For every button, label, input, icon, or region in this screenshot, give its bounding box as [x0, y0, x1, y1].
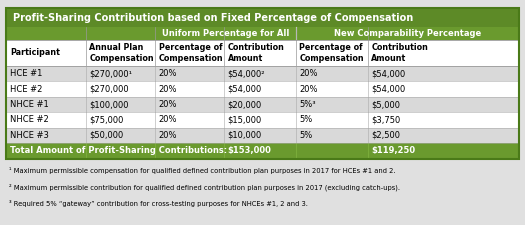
Text: $2,500: $2,500 [371, 131, 400, 140]
Text: Total Amount of Profit-Sharing Contributions:: Total Amount of Profit-Sharing Contribut… [10, 146, 227, 155]
Text: $10,000: $10,000 [228, 131, 262, 140]
Text: ³ Required 5% “gateway” contribution for cross-testing purposes for NHCEs #1, 2 : ³ Required 5% “gateway” contribution for… [9, 200, 308, 207]
Text: $3,750: $3,750 [371, 115, 401, 124]
Text: $5,000: $5,000 [371, 100, 400, 109]
Text: 5%³: 5%³ [299, 100, 316, 109]
Text: $15,000: $15,000 [228, 115, 262, 124]
Text: Contribution
Amount: Contribution Amount [228, 43, 285, 63]
Text: $100,000: $100,000 [89, 100, 129, 109]
Text: 20%: 20% [159, 100, 177, 109]
Text: $54,000²: $54,000² [228, 69, 265, 78]
Text: 5%: 5% [299, 115, 313, 124]
Text: ¹ Maximum permissible compensation for qualified defined contribution plan purpo: ¹ Maximum permissible compensation for q… [9, 166, 395, 173]
Text: Percentage of
Compensation: Percentage of Compensation [159, 43, 223, 63]
Text: Contribution
Amount: Contribution Amount [371, 43, 428, 63]
Text: $54,000: $54,000 [371, 85, 405, 94]
Text: Uniform Percentage for All: Uniform Percentage for All [162, 29, 289, 38]
Text: Profit-Sharing Contribution based on Fixed Percentage of Compensation: Profit-Sharing Contribution based on Fix… [13, 13, 413, 22]
Text: Percentage of
Compensation: Percentage of Compensation [299, 43, 364, 63]
Text: NHCE #2: NHCE #2 [10, 115, 49, 124]
Text: ² Maximum permissible contribution for qualified defined contribution plan purpo: ² Maximum permissible contribution for q… [9, 183, 400, 191]
Text: $54,000: $54,000 [228, 85, 262, 94]
Text: New Comparability Percentage: New Comparability Percentage [333, 29, 481, 38]
Text: $54,000: $54,000 [371, 69, 405, 78]
Text: 20%: 20% [299, 85, 318, 94]
Text: 20%: 20% [159, 85, 177, 94]
Text: 5%: 5% [299, 131, 313, 140]
Text: $270,000: $270,000 [89, 85, 129, 94]
Text: NHCE #3: NHCE #3 [10, 131, 49, 140]
Text: 20%: 20% [159, 115, 177, 124]
Text: 20%: 20% [159, 131, 177, 140]
Text: HCE #2: HCE #2 [10, 85, 43, 94]
Text: 20%: 20% [299, 69, 318, 78]
Text: Participant: Participant [10, 48, 60, 57]
Text: $50,000: $50,000 [89, 131, 124, 140]
Text: HCE #1: HCE #1 [10, 69, 43, 78]
Text: $20,000: $20,000 [228, 100, 262, 109]
Text: $153,000: $153,000 [228, 146, 271, 155]
Text: 20%: 20% [159, 69, 177, 78]
Text: $270,000¹: $270,000¹ [89, 69, 132, 78]
Text: NHCE #1: NHCE #1 [10, 100, 49, 109]
Text: $75,000: $75,000 [89, 115, 124, 124]
Text: $119,250: $119,250 [371, 146, 415, 155]
Text: Annual Plan
Compensation: Annual Plan Compensation [89, 43, 154, 63]
